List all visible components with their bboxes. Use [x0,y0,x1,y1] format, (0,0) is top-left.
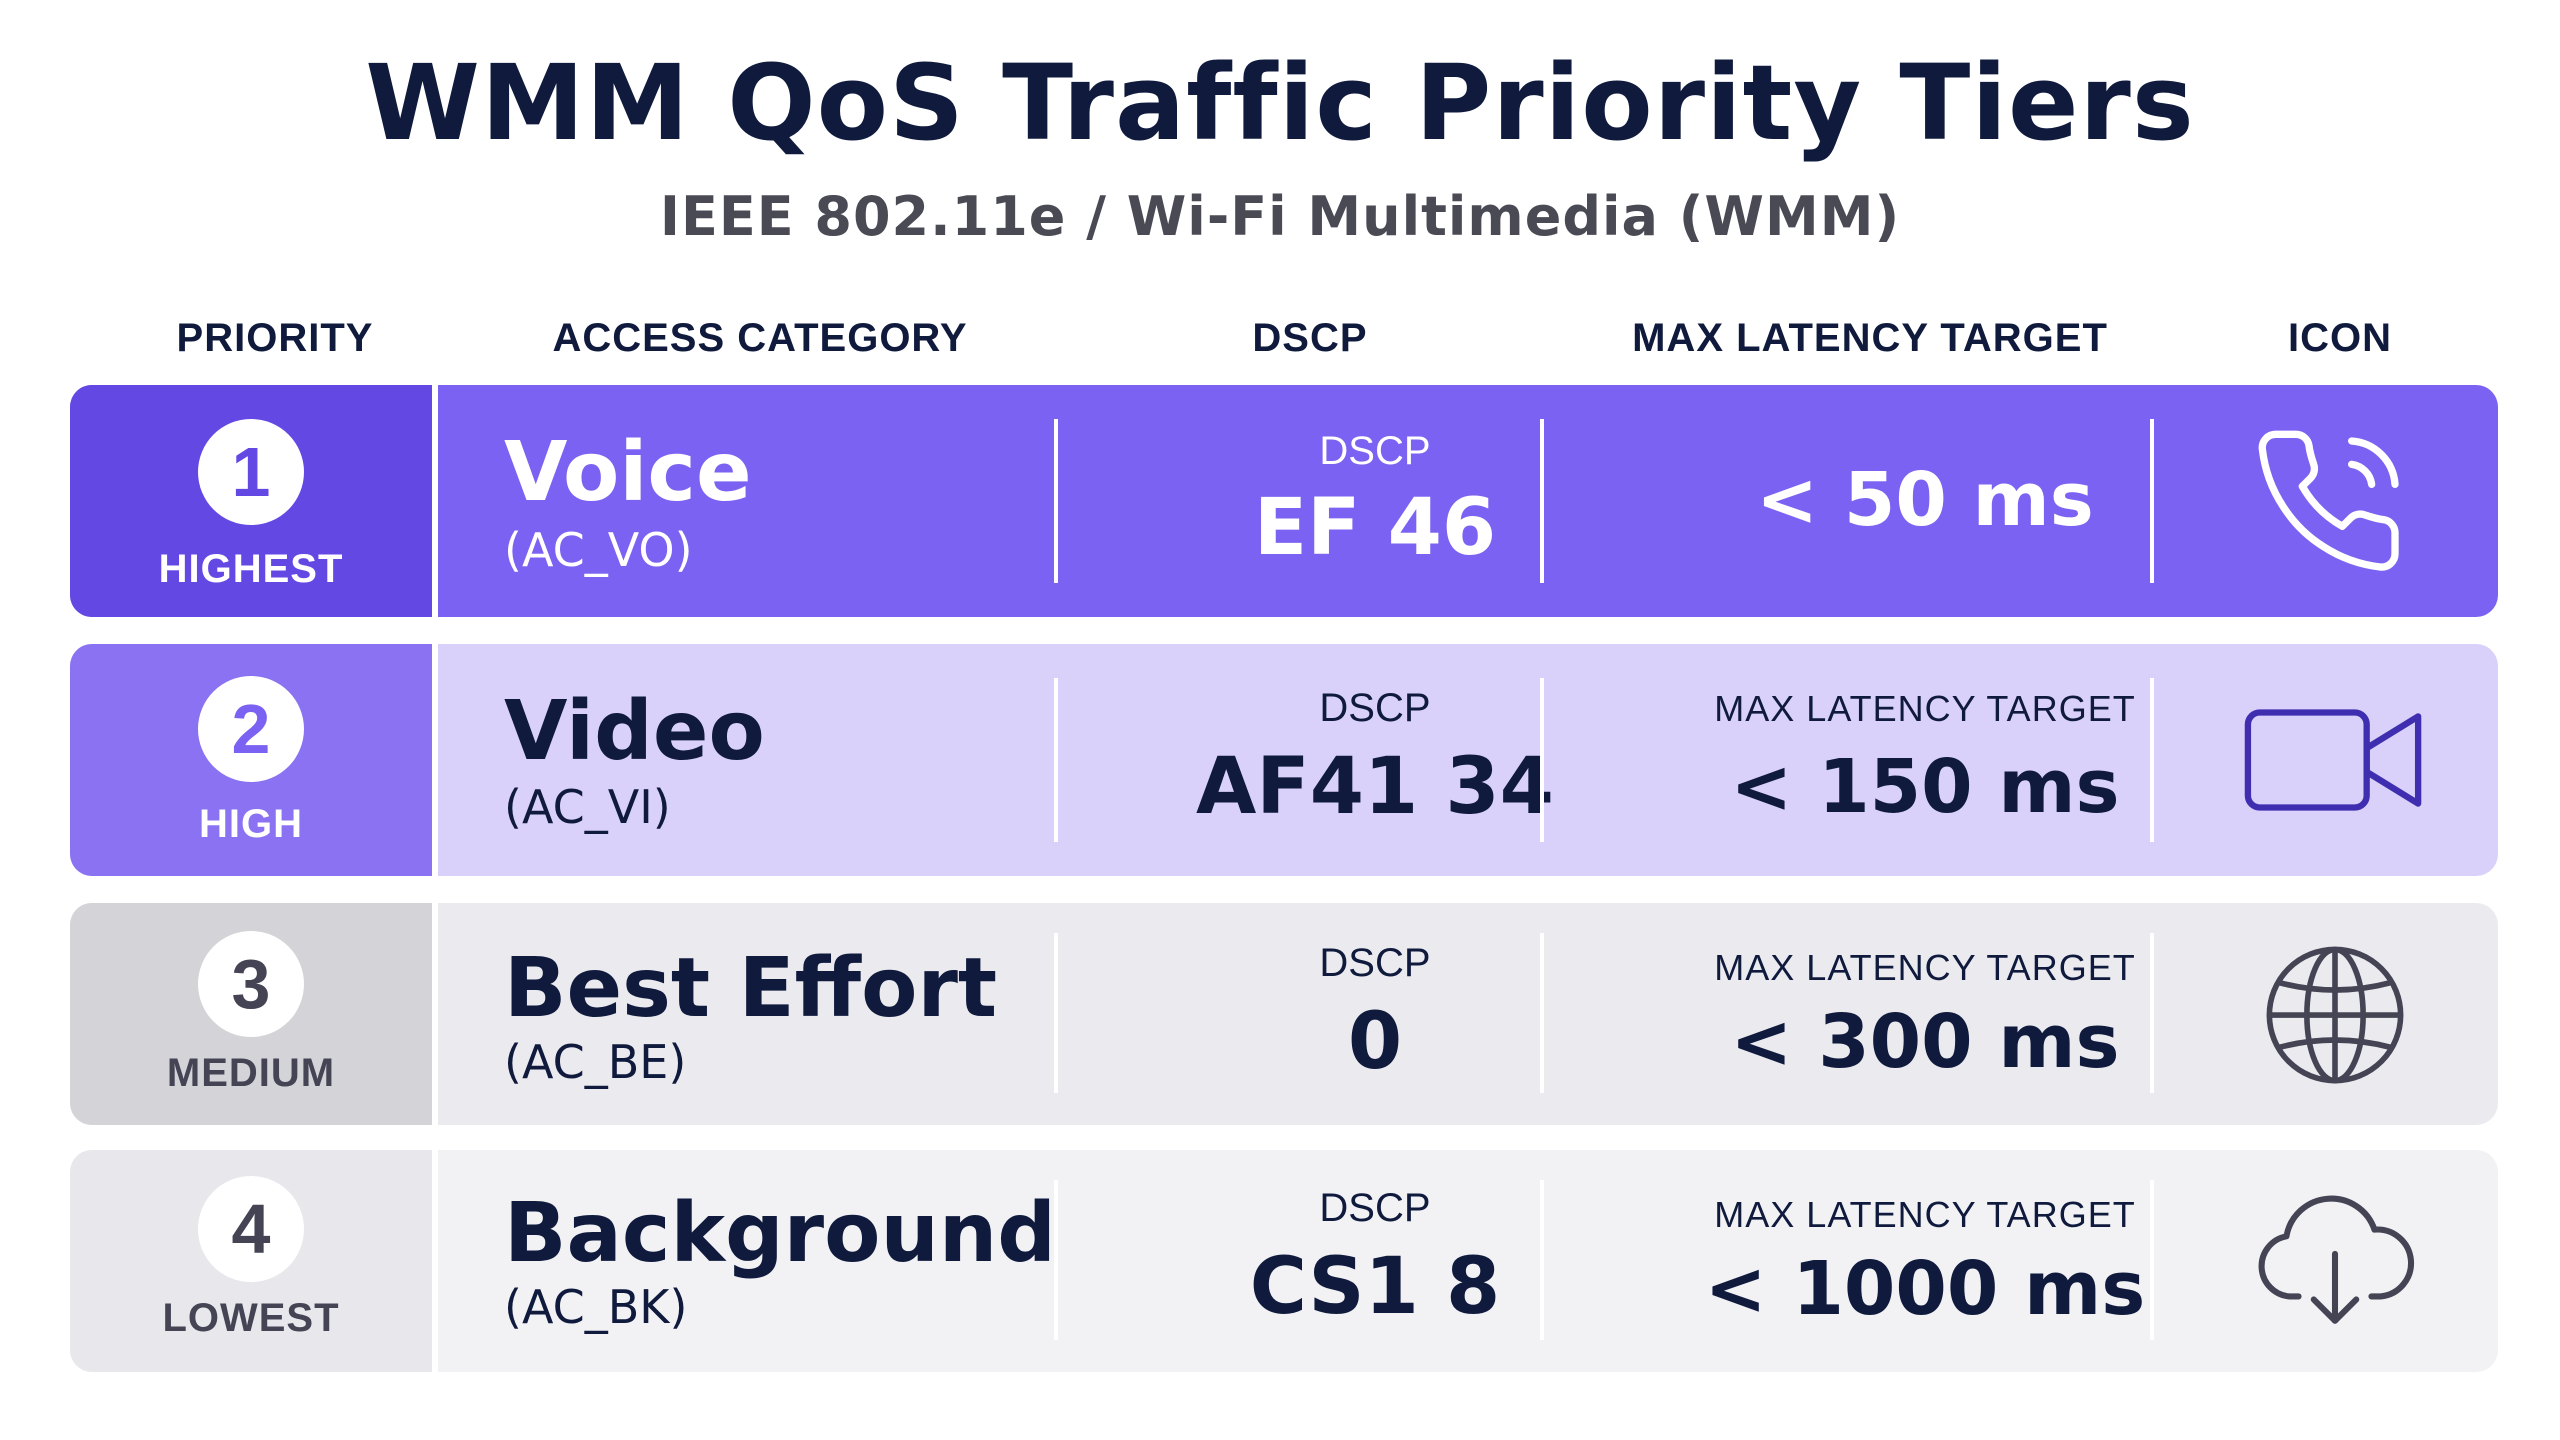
category-code: (AC_BE) [504,1035,687,1089]
row-separator [432,385,438,617]
column-divider [1054,419,1058,583]
priority-number: 3 [198,931,304,1037]
globe-icon [2235,935,2435,1095]
phone-ringing-icon [2235,421,2435,581]
category-code: (AC_VI) [504,780,671,834]
dscp-label: DSCP [1319,941,1431,985]
category-name: Best Effort [504,941,998,1036]
column-divider [2150,678,2154,842]
row-separator [432,644,438,876]
column-divider [2150,933,2154,1093]
priority-number: 1 [198,419,304,525]
latency-label: MAX LATENCY TARGET [1714,947,2136,988]
priority-level: LOWEST [162,1296,340,1340]
header-latency: MAX LATENCY TARGET [1632,316,2108,360]
page-subtitle: IEEE 802.11e / Wi-Fi Multimedia (WMM) [659,185,1901,248]
category-name: Background [504,1186,1056,1281]
dscp-value: CS1 8 [1249,1242,1501,1332]
category-name: Video [504,684,765,779]
table-header: PRIORITY ACCESS CATEGORY DSCP MAX LATENC… [0,316,2560,366]
latency-value: < 300 ms [1730,999,2120,1085]
row-separator [432,1150,438,1372]
tier-row-voice: 1 HIGHEST Voice (AC_VO) DSCP EF 46 < 50 … [70,385,2498,617]
tier-row-background: 4 LOWEST Background (AC_BK) DSCP CS1 8 M… [70,1150,2498,1372]
column-divider [1540,678,1544,842]
dscp-value: EF 46 [1253,483,1497,573]
latency-value: < 150 ms [1730,744,2120,830]
priority-number: 2 [198,676,304,782]
tier-row-best-effort: 3 MEDIUM Best Effort (AC_BE) DSCP 0 MAX … [70,903,2498,1125]
column-divider [1054,1180,1058,1340]
header-dscp: DSCP [1252,316,1368,360]
dscp-value: AF41 34 [1196,742,1554,832]
dscp-value: 0 [1347,997,1403,1087]
dscp-label: DSCP [1319,429,1431,473]
latency-value: < 1000 ms [1704,1246,2146,1332]
column-divider [2150,1180,2154,1340]
dscp-label: DSCP [1319,686,1431,730]
page-title: WMM QoS Traffic Priority Tiers [365,42,2195,164]
header-category: ACCESS CATEGORY [552,316,968,360]
column-divider [2150,419,2154,583]
priority-number: 4 [198,1176,304,1282]
header-icon: ICON [2288,316,2392,360]
tier-row-video: 2 HIGH Video (AC_VI) DSCP AF41 34 MAX LA… [70,644,2498,876]
column-divider [1540,419,1544,583]
category-name: Voice [504,425,752,520]
column-divider [1054,678,1058,842]
header-priority: PRIORITY [176,316,374,360]
priority-level: HIGHEST [158,547,344,591]
column-divider [1054,933,1058,1093]
latency-label: MAX LATENCY TARGET [1714,688,2136,729]
row-separator [432,903,438,1125]
latency-label: MAX LATENCY TARGET [1714,1194,2136,1235]
latency-value: < 50 ms [1756,457,2094,543]
column-divider [1540,1180,1544,1340]
cloud-download-icon [2235,1180,2435,1340]
dscp-label: DSCP [1319,1186,1431,1230]
priority-level: HIGH [199,802,303,846]
column-divider [1540,933,1544,1093]
priority-level: MEDIUM [166,1051,336,1095]
category-code: (AC_VO) [504,523,693,577]
video-camera-icon [2235,680,2435,840]
category-code: (AC_BK) [504,1280,688,1334]
